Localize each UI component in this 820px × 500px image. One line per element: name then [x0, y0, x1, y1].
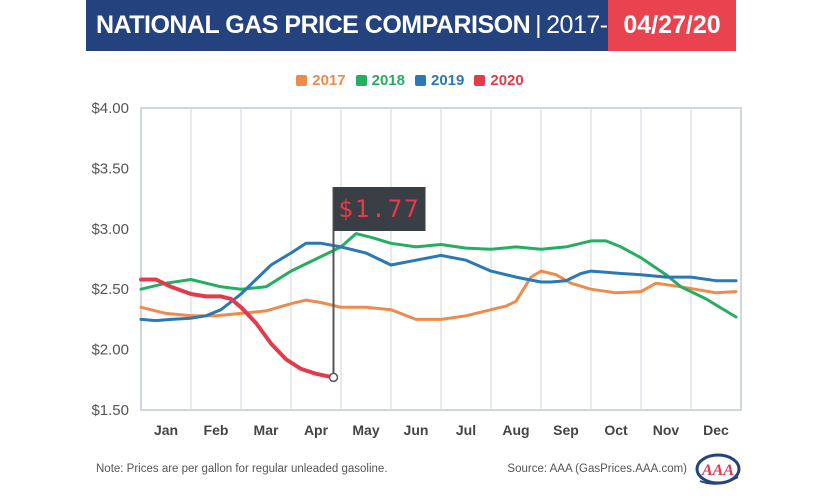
legend-label: 2018	[371, 72, 405, 89]
chart-legend: 2017 2018 2019 2020	[0, 72, 820, 89]
x-tick-label: Aug	[502, 422, 529, 438]
end-point-marker	[328, 372, 339, 383]
report-date: 04/27/20	[623, 11, 721, 39]
price-flag	[333, 187, 426, 231]
footnote: Note: Prices are per gallon for regular …	[96, 463, 388, 475]
aaa-logo: AAA	[695, 453, 741, 485]
legend-item-2017: 2017	[296, 72, 346, 89]
legend-swatch	[296, 75, 308, 86]
x-tick-label: Oct	[604, 422, 628, 438]
legend-label: 2020	[490, 72, 524, 89]
legend-label: 2017	[312, 72, 346, 89]
y-tick-label: $2.00	[91, 342, 129, 359]
x-tick-label: Sep	[553, 422, 579, 438]
x-tick-label: Dec	[703, 422, 729, 438]
series-line-2017	[139, 269, 738, 321]
title-main: NATIONAL GAS PRICE COMPARISON	[96, 11, 531, 39]
x-tick-label: Nov	[653, 422, 680, 438]
legend-label: 2019	[431, 72, 465, 89]
title-separator: |	[535, 11, 542, 39]
legend-swatch	[355, 75, 367, 86]
y-tick-label: $2.50	[91, 281, 129, 298]
y-tick-label: $4.00	[91, 100, 129, 117]
legend-swatch	[415, 75, 426, 86]
legend-item-2020: 2020	[474, 72, 524, 89]
current-price-label: $1.77	[338, 195, 420, 223]
title-bar: NATIONAL GAS PRICE COMPARISON | 2017-2020	[86, 0, 662, 51]
x-tick-label: Jun	[404, 422, 429, 438]
y-tick-label: $3.50	[91, 160, 129, 177]
header-banner: NATIONAL GAS PRICE COMPARISON | 2017-2020 …	[86, 0, 736, 51]
legend-item-2018: 2018	[355, 72, 405, 89]
y-tick-label: $3.00	[91, 221, 129, 238]
x-tick-label: Mar	[254, 422, 279, 438]
legend-item-2019: 2019	[415, 72, 464, 89]
series-line-2018	[139, 232, 738, 319]
x-tick-label: Feb	[204, 422, 229, 438]
series-line-2019	[139, 241, 738, 323]
x-tick-label: Apr	[304, 422, 329, 438]
x-tick-label: Jul	[456, 422, 476, 438]
x-tick-label: May	[352, 422, 379, 438]
series-line-2020	[139, 277, 336, 380]
source-note: Source: AAA (GasPrices.AAA.com)	[507, 463, 687, 475]
y-tick-label: $1.50	[91, 402, 129, 419]
aaa-logo-text: AAA	[701, 462, 734, 479]
date-box: 04/27/20	[608, 0, 736, 51]
legend-swatch	[474, 75, 486, 86]
x-tick-label: Jan	[154, 422, 178, 438]
